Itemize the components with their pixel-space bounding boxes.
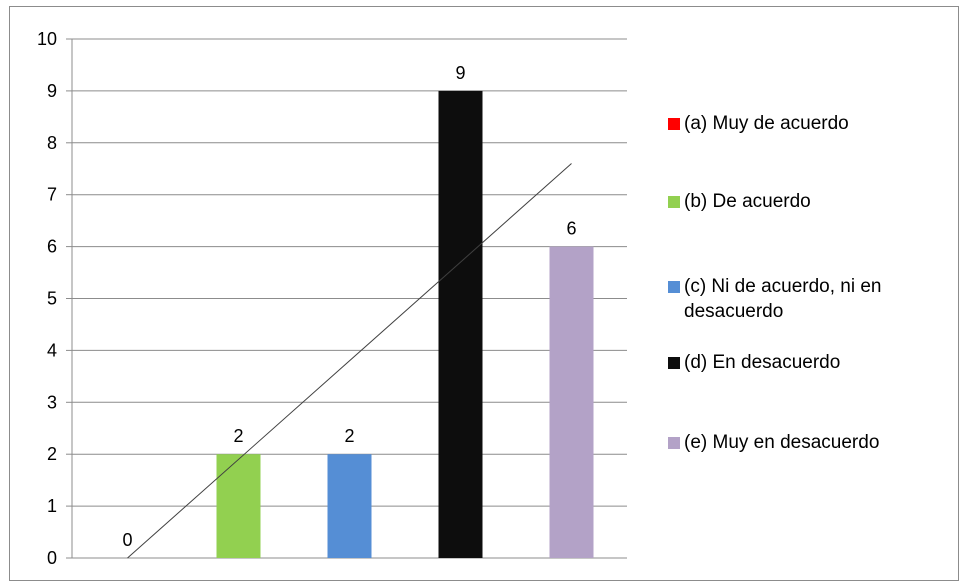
legend-swatch-b [668,196,680,208]
legend-label-d: (d) En desacuerdo [684,352,841,373]
y-axis: 0 1 2 3 4 5 6 7 8 9 10 [37,29,73,568]
y-tick-label: 1 [47,496,57,516]
bar-d [438,90,483,559]
legend-item-c: (c) Ni de acuerdo, ni en desacuerdo [668,274,882,324]
y-tick-label: 4 [47,340,57,360]
data-labels: 0 2 2 9 6 [122,63,576,550]
y-tick-label: 6 [47,237,57,257]
legend-item-a: (a) Muy de acuerdo [668,111,849,136]
y-tick-label: 2 [47,444,57,464]
gridlines [72,38,627,559]
bar-e [549,246,594,558]
data-label-e: 6 [566,219,576,239]
legend-item-d: (d) En desacuerdo [668,350,840,375]
data-label-d: 9 [455,63,465,83]
data-label-b: 2 [233,426,243,446]
y-tick-label: 8 [47,133,57,153]
data-label-a: 0 [122,530,132,550]
y-tick-label: 5 [47,289,57,309]
y-tick-label: 9 [47,81,57,101]
data-label-c: 2 [344,426,354,446]
legend-label-c-line1: (c) Ni de acuerdo, ni en [684,276,882,297]
legend-swatch-d [668,357,680,369]
legend-item-b: (b) De acuerdo [668,189,811,214]
legend-label-c-line2: desacuerdo [684,301,784,322]
legend-label-c: (c) Ni de acuerdo, ni en desacuerdo [684,274,882,324]
trendline-group [127,163,572,559]
bar-b [216,454,261,558]
legend-label-a: (a) Muy de acuerdo [684,113,849,134]
y-tick-label: 10 [37,29,57,49]
legend-label-b: (b) De acuerdo [684,191,811,212]
bars [216,90,594,559]
legend-item-e: (e) Muy en desacuerdo [668,430,879,455]
y-tick-label: 3 [47,392,57,412]
legend-label-e: (e) Muy en desacuerdo [684,432,880,453]
chart-frame [9,6,959,581]
trendline [127,163,572,559]
legend-swatch-a [668,118,680,130]
legend-swatch-e [668,437,680,449]
y-tick-label: 0 [47,548,57,568]
bar-c [327,454,372,558]
y-tick-label: 7 [47,185,57,205]
legend-swatch-c [668,281,680,293]
